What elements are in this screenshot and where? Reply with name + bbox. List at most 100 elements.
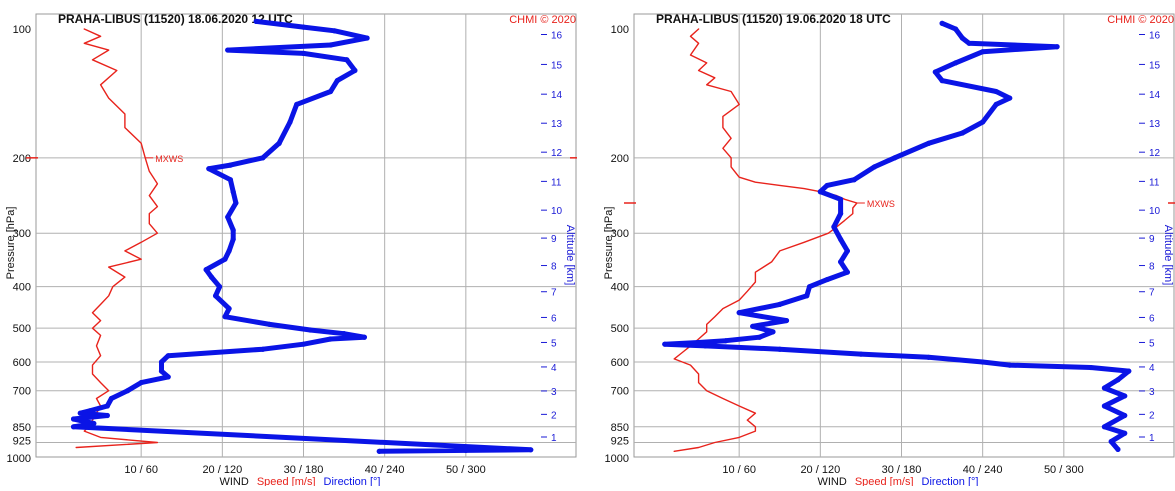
direction-point (953, 60, 959, 66)
altitude-tick-label: 12 (1149, 148, 1161, 159)
direction-point (165, 374, 171, 380)
direction-point (838, 259, 844, 265)
direction-point (736, 310, 742, 316)
direction-point (230, 189, 236, 195)
direction-point (824, 276, 830, 283)
altitude-tick-label: 11 (1149, 177, 1160, 188)
direction-point (300, 341, 307, 347)
wind-tick-label: 40 / 240 (365, 464, 405, 476)
direction-point (1108, 438, 1114, 445)
altitude-tick-label: 6 (551, 313, 557, 324)
direction-point (806, 284, 813, 290)
direction-point (294, 101, 300, 107)
direction-point (953, 26, 959, 32)
direction-point (939, 78, 945, 84)
altitude-tick-label: 15 (1149, 60, 1161, 71)
direction-point (980, 359, 986, 365)
direction-point (1007, 95, 1013, 101)
direction-point (230, 227, 236, 233)
direction-point (980, 119, 986, 125)
altitude-tick-label: 1 (551, 433, 557, 444)
direction-point (892, 155, 898, 161)
direction-point (838, 196, 844, 202)
direction-point (993, 88, 999, 95)
direction-point (939, 20, 945, 26)
direction-point (804, 293, 810, 299)
sounding-chart-19-06-2020: PRAHA-LIBUS (11520) 19.06.2020 18 UTC CHM… (598, 0, 1175, 491)
altitude-tick-label: 1 (1149, 433, 1155, 444)
direction-point (824, 182, 830, 189)
altitude-tick-label: 5 (551, 338, 557, 349)
direction-point (959, 130, 965, 136)
direction-point (1007, 362, 1013, 368)
direction-point (871, 164, 878, 170)
direction-point (1115, 377, 1121, 383)
altitude-tick-label: 9 (1149, 234, 1155, 245)
direction-point (108, 395, 115, 402)
direction-point (230, 236, 236, 242)
x-axis-label-wind: WIND (817, 476, 846, 486)
direction-point (91, 420, 97, 427)
direction-point (253, 18, 259, 25)
altitude-tick-label: 3 (1149, 387, 1155, 398)
altitude-tick-label: 16 (1149, 30, 1161, 41)
speed-series-line (75, 28, 159, 449)
direction-point (267, 321, 273, 328)
altitude-axis-label: Altitude [km] (564, 225, 576, 286)
wind-profile-svg: PRAHA-LIBUS (11520) 19.06.2020 18 UTC CHM… (603, 12, 1175, 488)
altitude-tick-label: 7 (551, 288, 557, 299)
pressure-tick-label: 1000 (7, 453, 31, 465)
wind-profile-svg: PRAHA-LIBUS (11520) 18.06.2020 12 UTC CHM… (5, 12, 577, 488)
direction-point (165, 353, 171, 359)
direction-point (844, 248, 850, 254)
wind-tick-label: 40 / 240 (963, 464, 1003, 476)
direction-point (1115, 446, 1121, 453)
plot-frame (35, 13, 577, 458)
direction-point (723, 338, 729, 344)
wind-tick-label: 50 / 300 (1044, 464, 1084, 476)
direction-point (233, 200, 239, 206)
direction-point (327, 42, 334, 48)
pressure-tick-label: 925 (611, 436, 629, 448)
mxws-label: MXWS (867, 199, 895, 209)
direction-point (528, 447, 534, 453)
altitude-tick-label: 2 (551, 410, 557, 421)
altitude-tick-label: 11 (551, 177, 562, 188)
wind-tick-label: 20 / 120 (800, 464, 840, 476)
direction-point (777, 301, 783, 307)
direction-point (260, 155, 266, 161)
altitude-tick-label: 15 (551, 60, 563, 71)
direction-point (1122, 430, 1128, 436)
altitude-tick-label: 14 (1149, 90, 1161, 101)
direction-point (227, 162, 234, 168)
direction-point (831, 224, 837, 230)
direction-point (361, 334, 367, 340)
direction-point (104, 403, 110, 409)
pressure-tick-label: 100 (611, 24, 629, 36)
altitude-tick-label: 8 (1149, 262, 1155, 273)
pressure-tick-label: 200 (611, 153, 629, 165)
altitude-tick-label: 4 (1149, 363, 1155, 374)
direction-point (838, 236, 844, 242)
altitude-axis-label: Altitude [km] (1162, 225, 1174, 286)
direction-point (925, 140, 932, 146)
direction-point (208, 274, 215, 280)
wind-tick-label: 30 / 180 (882, 464, 922, 476)
direction-point (662, 341, 668, 347)
mxws-label: MXWS (155, 154, 183, 164)
direction-point (341, 331, 347, 337)
direction-point (925, 354, 932, 360)
direction-point (1122, 393, 1128, 399)
direction-point (817, 189, 823, 195)
wind-tick-label: 10 / 60 (722, 464, 756, 476)
direction-point (756, 334, 763, 340)
direction-point (980, 49, 986, 55)
direction-point (125, 388, 131, 394)
wind-tick-label: 10 / 60 (124, 464, 158, 476)
x-axis-label-direction: Direction [°] (922, 476, 979, 486)
pressure-tick-label: 850 (13, 422, 31, 434)
direction-point (695, 339, 702, 346)
chart-title: PRAHA-LIBUS (11520) 19.06.2020 18 UTC (656, 12, 891, 26)
direction-point (1101, 403, 1108, 409)
pressure-tick-label: 600 (611, 357, 629, 369)
